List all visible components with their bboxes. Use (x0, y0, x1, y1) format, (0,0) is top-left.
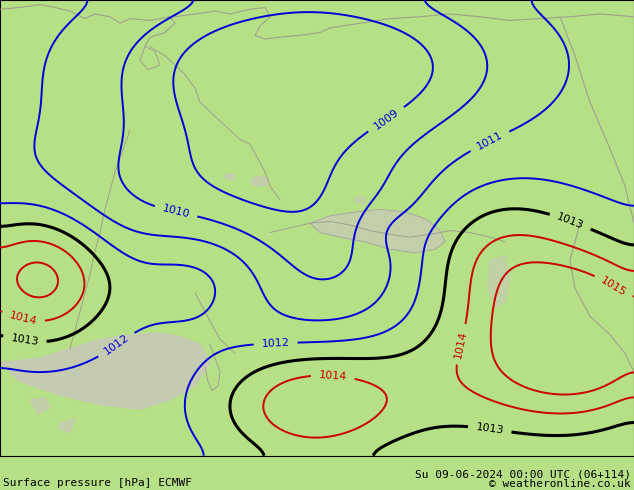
Polygon shape (58, 418, 75, 433)
Text: 1012: 1012 (261, 338, 290, 349)
Text: 1009: 1009 (372, 107, 401, 132)
Text: 1014: 1014 (318, 370, 347, 382)
Text: 1010: 1010 (161, 203, 191, 220)
Ellipse shape (354, 196, 366, 204)
Ellipse shape (251, 177, 269, 186)
Polygon shape (310, 209, 445, 253)
Text: 1013: 1013 (555, 212, 585, 231)
Text: 1013: 1013 (10, 333, 39, 347)
Text: 1013: 1013 (476, 422, 505, 436)
Text: 1014: 1014 (8, 310, 38, 327)
Text: Surface pressure [hPa] ECMWF: Surface pressure [hPa] ECMWF (3, 478, 192, 488)
Text: 1011: 1011 (475, 130, 505, 152)
Polygon shape (488, 256, 510, 307)
Polygon shape (0, 333, 210, 409)
Ellipse shape (225, 173, 235, 180)
Text: 1014: 1014 (453, 329, 469, 359)
Text: 1012: 1012 (102, 333, 131, 357)
Text: Su 09-06-2024 00:00 UTC (06+114): Su 09-06-2024 00:00 UTC (06+114) (415, 469, 631, 479)
Text: 1015: 1015 (599, 275, 628, 298)
Text: © weatheronline.co.uk: © weatheronline.co.uk (489, 479, 631, 489)
Polygon shape (30, 398, 50, 414)
